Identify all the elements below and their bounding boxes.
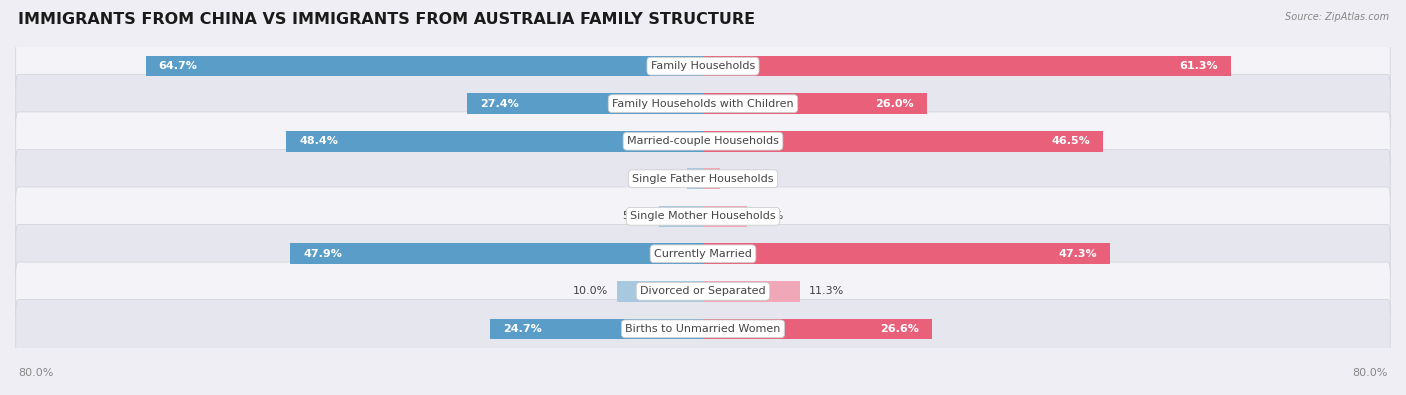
Bar [146,56,703,77]
Text: 80.0%: 80.0% [18,368,53,378]
FancyBboxPatch shape [15,149,1391,208]
Text: Currently Married: Currently Married [654,249,752,259]
Text: 2.0%: 2.0% [728,174,758,184]
Text: Single Mother Households: Single Mother Households [630,211,776,221]
Text: 26.6%: 26.6% [880,324,920,334]
Text: Married-couple Households: Married-couple Households [627,136,779,146]
Bar [659,206,703,227]
Bar [703,206,747,227]
Text: 24.7%: 24.7% [503,324,541,334]
Text: 5.1%: 5.1% [755,211,783,221]
Text: 64.7%: 64.7% [159,61,198,71]
Text: 27.4%: 27.4% [479,99,519,109]
Text: 11.3%: 11.3% [808,286,844,296]
Bar [291,243,703,264]
Text: 61.3%: 61.3% [1180,61,1218,71]
FancyBboxPatch shape [15,112,1391,171]
Bar [703,318,932,339]
Bar [703,281,800,302]
FancyBboxPatch shape [15,37,1391,96]
Text: 80.0%: 80.0% [1353,368,1388,378]
Bar [617,281,703,302]
Text: Family Households: Family Households [651,61,755,71]
Bar [703,168,720,189]
FancyBboxPatch shape [15,74,1391,133]
Text: Single Father Households: Single Father Households [633,174,773,184]
Bar [287,131,703,152]
Text: Divorced or Separated: Divorced or Separated [640,286,766,296]
Bar [703,93,927,114]
Text: 47.3%: 47.3% [1059,249,1098,259]
Text: 46.5%: 46.5% [1052,136,1091,146]
Bar [688,168,703,189]
Text: 5.1%: 5.1% [623,211,651,221]
FancyBboxPatch shape [15,262,1391,321]
Text: Births to Unmarried Women: Births to Unmarried Women [626,324,780,334]
FancyBboxPatch shape [15,224,1391,283]
Text: 10.0%: 10.0% [574,286,609,296]
Bar [467,93,703,114]
Text: IMMIGRANTS FROM CHINA VS IMMIGRANTS FROM AUSTRALIA FAMILY STRUCTURE: IMMIGRANTS FROM CHINA VS IMMIGRANTS FROM… [18,12,755,27]
Bar [703,56,1230,77]
FancyBboxPatch shape [15,299,1391,358]
Text: Family Households with Children: Family Households with Children [612,99,794,109]
Bar [703,131,1104,152]
Text: 26.0%: 26.0% [876,99,914,109]
Text: 1.8%: 1.8% [651,174,679,184]
Text: Source: ZipAtlas.com: Source: ZipAtlas.com [1285,12,1389,22]
Bar [703,243,1111,264]
Bar [491,318,703,339]
FancyBboxPatch shape [15,187,1391,246]
Text: 48.4%: 48.4% [299,136,337,146]
Text: 47.9%: 47.9% [304,249,342,259]
